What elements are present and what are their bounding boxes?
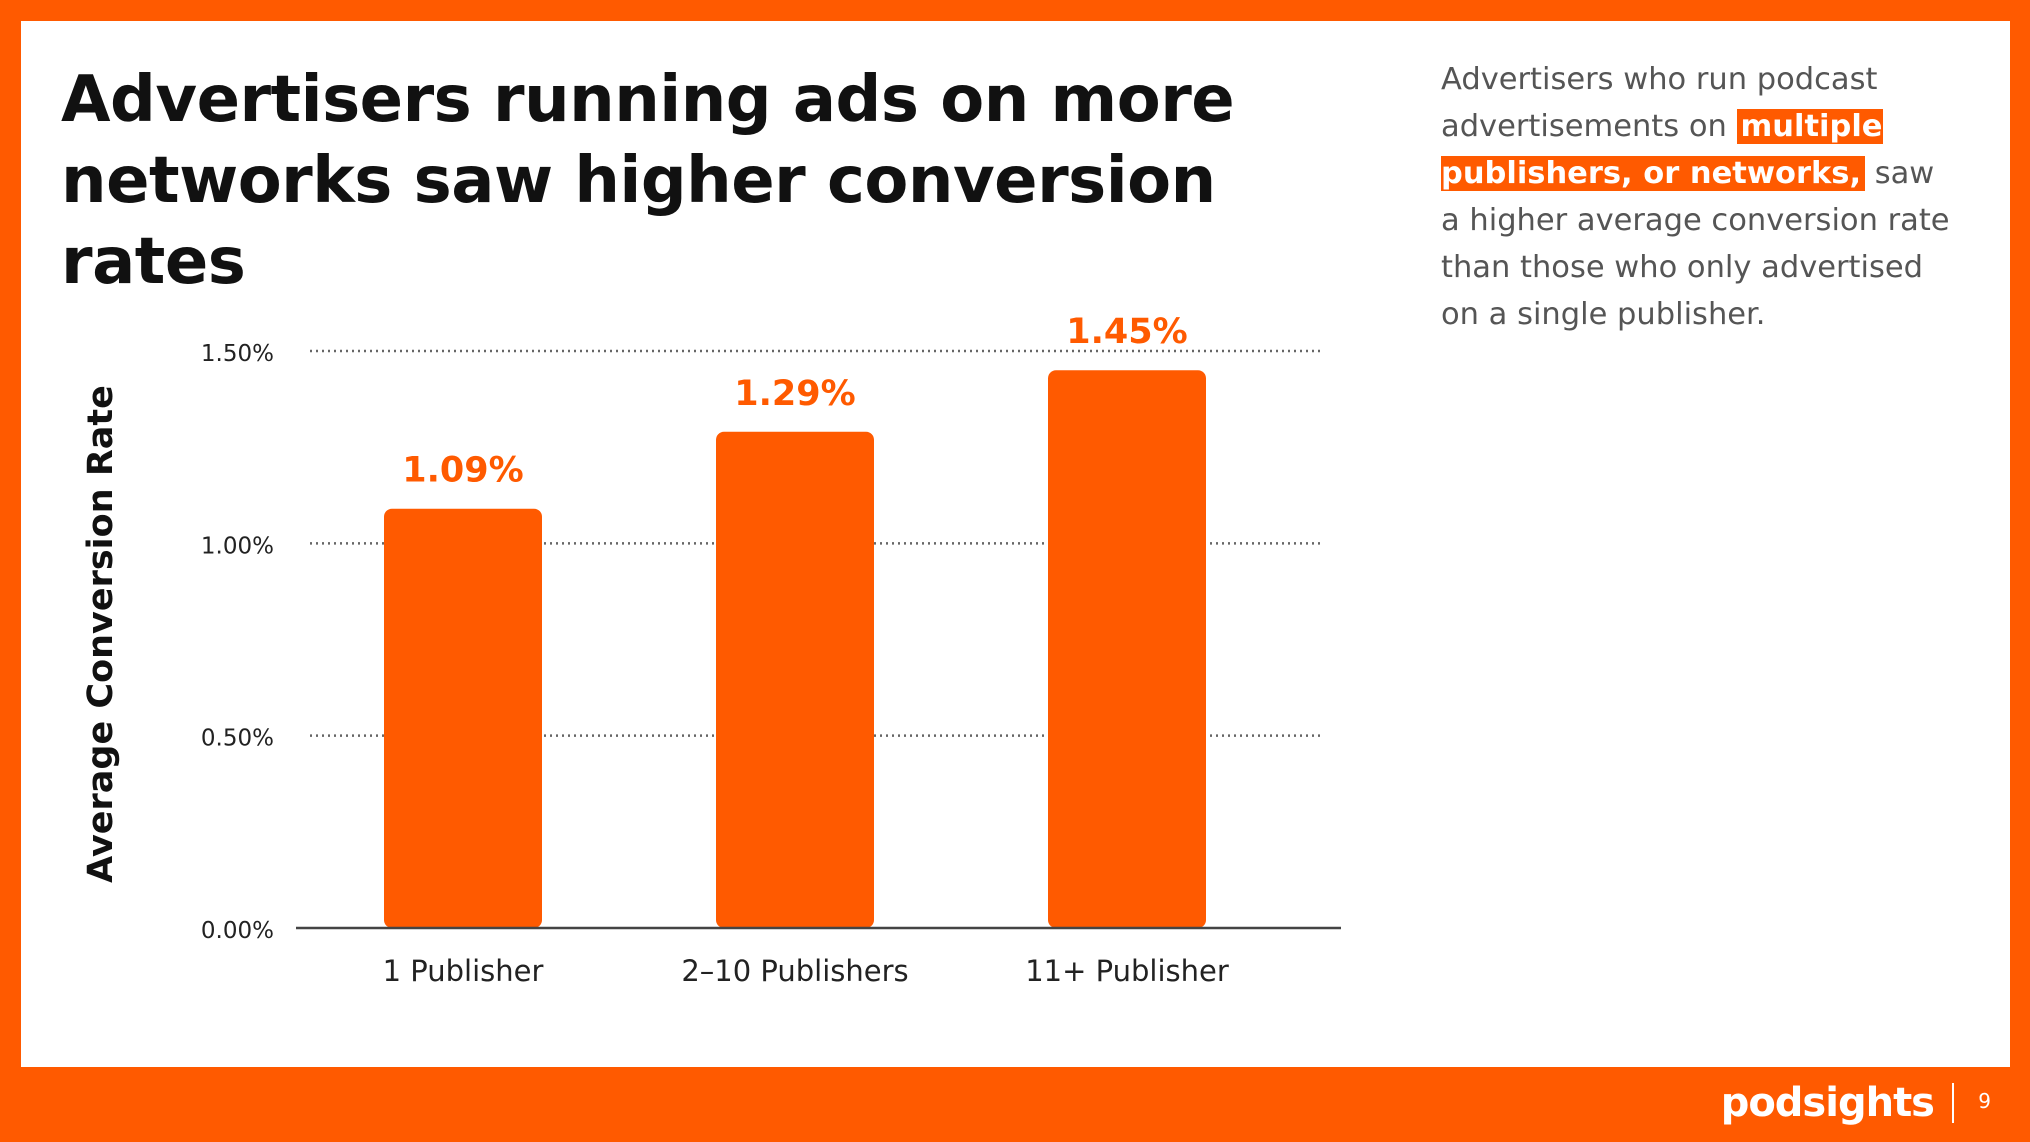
bar xyxy=(716,431,874,928)
podsights-logo: podsights xyxy=(1720,1080,1935,1126)
y-tick-label: 1.00% xyxy=(201,533,274,559)
bar-value-label: 1.09% xyxy=(402,451,523,491)
side-text-rest: saw a higher average conversion rate tha… xyxy=(1441,156,1950,332)
y-tick-label: 0.50% xyxy=(201,726,274,752)
bar xyxy=(384,508,542,928)
page-number: 9 xyxy=(1978,1089,1991,1113)
bar-value-label: 1.29% xyxy=(734,374,855,414)
x-category-label: 11+ Publisher xyxy=(1025,954,1229,988)
footer-divider xyxy=(1952,1083,1954,1123)
x-category-label: 2–10 Publishers xyxy=(681,954,908,988)
footer: podsights 9 xyxy=(0,1067,2030,1142)
side-description: Advertisers who run podcast advertisemen… xyxy=(1441,56,1961,338)
side-text-intro: Advertisers who run podcast advertisemen… xyxy=(1441,62,1878,144)
bar xyxy=(1048,370,1206,928)
y-tick-label: 0.00% xyxy=(201,918,274,944)
x-category-label: 1 Publisher xyxy=(383,954,544,988)
y-axis-title: Average Conversion Rate xyxy=(81,385,121,883)
bar-value-label: 1.45% xyxy=(1066,312,1187,352)
slide-title: Advertisers running ads on more networks… xyxy=(61,63,1235,299)
y-tick-label: 1.50% xyxy=(201,341,274,367)
